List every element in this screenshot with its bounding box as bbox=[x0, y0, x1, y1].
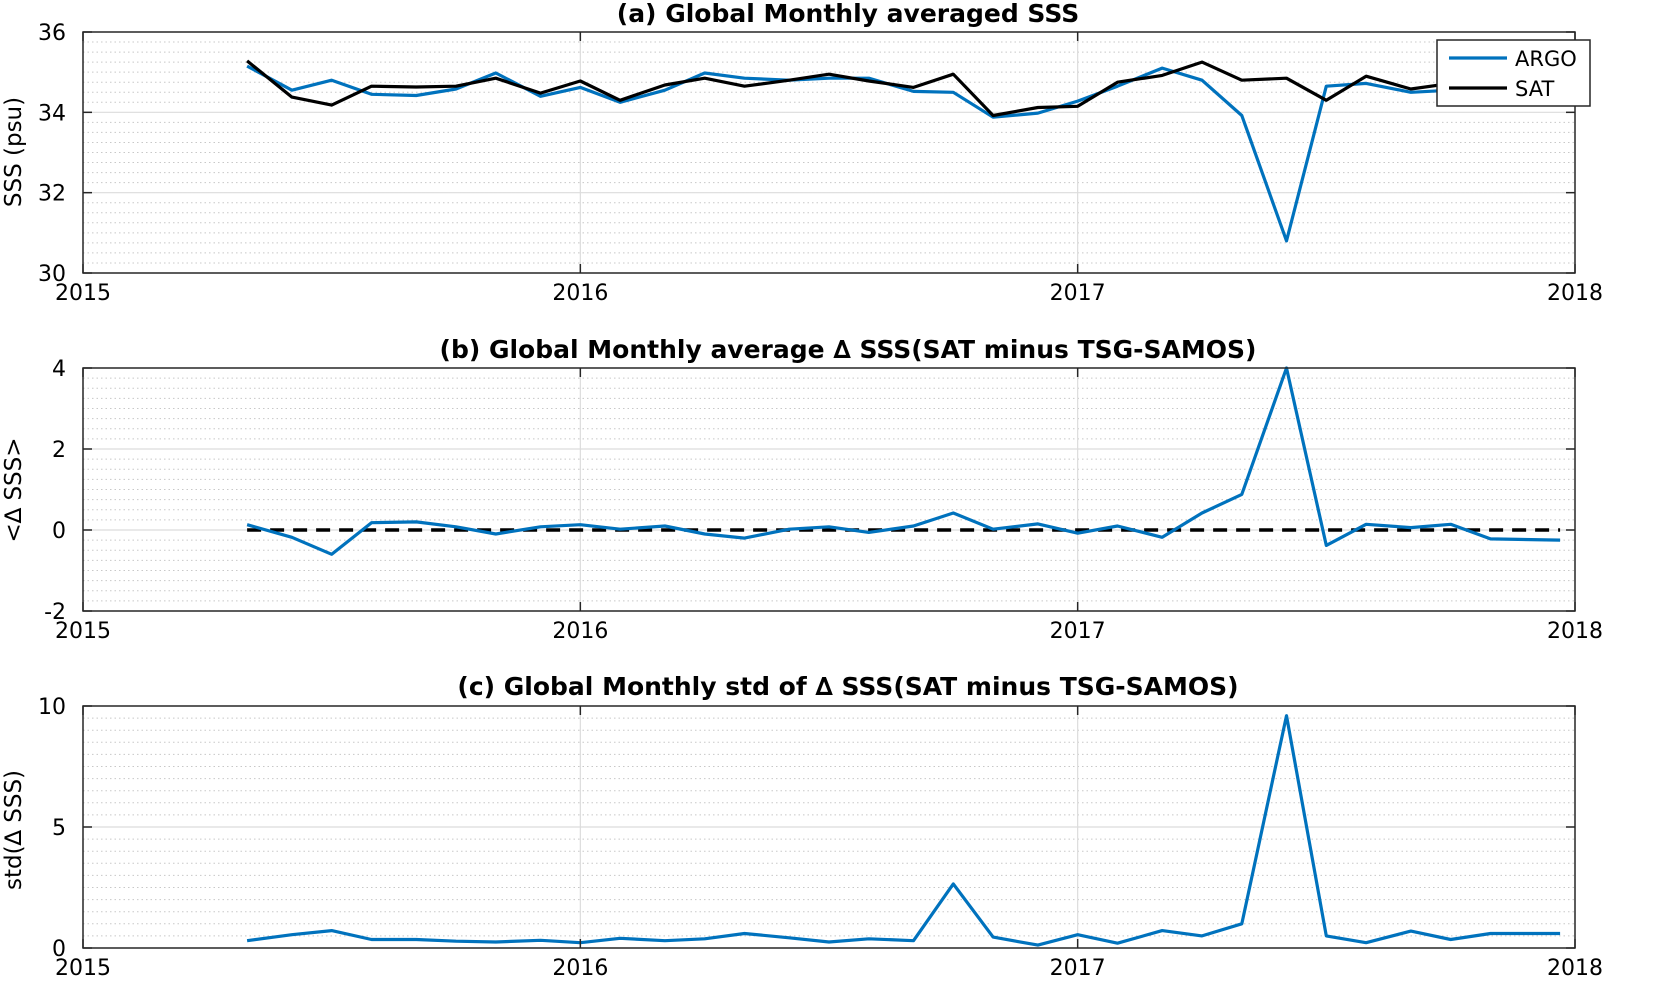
y-tick-label: 2 bbox=[52, 438, 66, 463]
x-tick-label: 2016 bbox=[552, 619, 608, 644]
axes-box bbox=[82, 31, 1576, 274]
panel-c-ylabel: std(∆ SSS) bbox=[1, 770, 27, 890]
y-tick-label: 34 bbox=[38, 101, 66, 126]
x-tick-label: 2015 bbox=[55, 619, 111, 644]
major-grid bbox=[83, 32, 1575, 273]
series-line-sat bbox=[246, 59, 1561, 118]
x-tick-label: 2018 bbox=[1547, 619, 1603, 644]
panel-b: (b) Global Monthly average ∆ SSS(SAT min… bbox=[1, 335, 1603, 644]
panel-a-title: (a) Global Monthly averaged SSS bbox=[617, 0, 1079, 28]
x-tick-label: 2018 bbox=[1547, 956, 1603, 981]
panel-c-title: (c) Global Monthly std of ∆ SSS(SAT minu… bbox=[457, 672, 1238, 701]
minor-grid bbox=[83, 377, 1575, 602]
x-tick-label: 2017 bbox=[1050, 281, 1106, 306]
tick-labels: 2015 2016 2017 2018 0 5 10 bbox=[38, 695, 1603, 981]
x-tick-label: 2015 bbox=[55, 281, 111, 306]
x-tick-label: 2017 bbox=[1050, 619, 1106, 644]
legend-box bbox=[1436, 39, 1591, 107]
y-tick-label: 10 bbox=[38, 695, 66, 720]
major-grid bbox=[83, 368, 1575, 611]
series-line-argo bbox=[246, 64, 1561, 243]
panel-b-ylabel: <∆ SSS> bbox=[1, 437, 27, 542]
axes-box bbox=[82, 367, 1576, 612]
minor-grid bbox=[83, 41, 1575, 264]
legend-entry: SAT bbox=[1515, 77, 1554, 101]
x-tick-label: 2017 bbox=[1050, 956, 1106, 981]
legend-entry: ARGO bbox=[1515, 47, 1577, 71]
x-tick-label: 2015 bbox=[55, 956, 111, 981]
panel-a-plot: 2015 2016 2017 2018 30 32 34 36 ARGO SAT bbox=[38, 21, 1603, 306]
panel-c-plot: 2015 2016 2017 2018 0 5 10 bbox=[38, 695, 1603, 981]
y-tick-label: 36 bbox=[38, 21, 66, 46]
x-tick-label: 2016 bbox=[552, 281, 608, 306]
y-tick-label: 30 bbox=[38, 262, 66, 287]
major-grid bbox=[83, 706, 1575, 948]
series-line-p2-0 bbox=[246, 714, 1561, 947]
tick-labels: 2015 2016 2017 2018 -2 0 2 4 bbox=[44, 357, 1603, 644]
y-tick-label: 32 bbox=[38, 182, 66, 207]
panel-c: (c) Global Monthly std of ∆ SSS(SAT minu… bbox=[1, 672, 1603, 981]
panel-a: (a) Global Monthly averaged SSS SSS (psu… bbox=[1, 0, 1603, 306]
series-line-p1-0 bbox=[246, 366, 1561, 556]
panel-b-plot: 2015 2016 2017 2018 -2 0 2 4 bbox=[44, 357, 1603, 644]
y-tick-label: 4 bbox=[52, 357, 66, 382]
panel-b-title: (b) Global Monthly average ∆ SSS(SAT min… bbox=[440, 335, 1257, 364]
y-tick-label: 0 bbox=[52, 937, 66, 962]
y-tick-label: 0 bbox=[52, 519, 66, 544]
tick-labels: 2015 2016 2017 2018 30 32 34 36 bbox=[38, 21, 1603, 306]
y-tick-label: -2 bbox=[44, 600, 66, 625]
y-tick-label: 5 bbox=[52, 816, 66, 841]
x-tick-label: 2018 bbox=[1547, 281, 1603, 306]
legend: ARGO SAT bbox=[1436, 39, 1591, 107]
panel-a-ylabel: SSS (psu) bbox=[1, 97, 27, 207]
x-tick-label: 2016 bbox=[552, 956, 608, 981]
